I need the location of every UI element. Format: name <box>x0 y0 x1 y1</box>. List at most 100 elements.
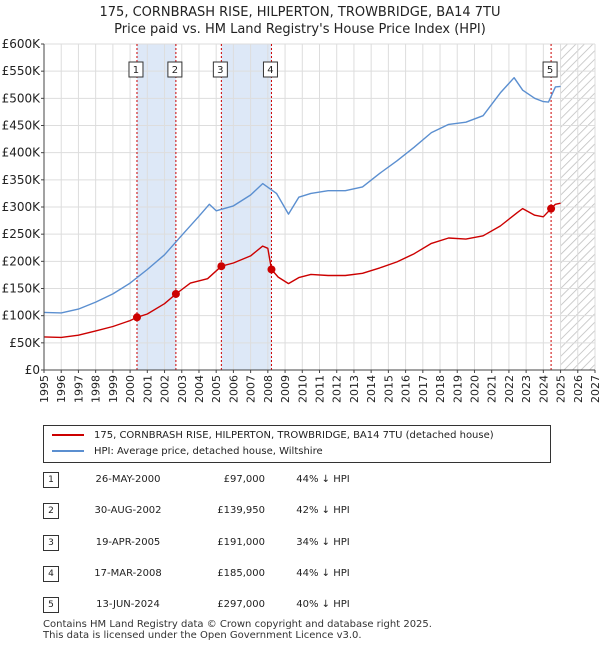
transaction-label-box <box>542 61 558 78</box>
transaction-number: 1 <box>43 472 59 488</box>
transaction-price: £191,000 <box>217 537 265 548</box>
x-tick-label: 2001 <box>141 375 154 403</box>
table-row: 4 17-MAR-2008 £185,000 44% ↓ HPI <box>43 566 443 584</box>
transaction-hpi-diff: 40% ↓ HPI <box>296 599 350 610</box>
x-tick-label: 2025 <box>555 375 568 403</box>
transaction-number: 3 <box>43 535 59 551</box>
y-tick-label: £150K <box>2 282 42 296</box>
transaction-point <box>267 265 276 274</box>
x-tick-label: 2002 <box>159 375 172 403</box>
transaction-date: 30-AUG-2002 <box>94 505 162 516</box>
y-tick-label: £550K <box>2 64 42 78</box>
x-tick-label: 2015 <box>382 375 395 403</box>
transaction-label-number: 2 <box>172 65 178 76</box>
y-tick-label: £500K <box>2 91 42 105</box>
transaction-point <box>171 289 180 298</box>
x-tick-label: 2004 <box>193 375 206 403</box>
x-tick-label: 2017 <box>417 375 430 403</box>
y-tick-label: £350K <box>2 173 42 187</box>
x-tick-label: 1996 <box>55 375 68 403</box>
footer-licence: This data is licensed under the Open Gov… <box>43 630 362 641</box>
x-tick-label: 2020 <box>468 375 481 403</box>
legend-label-hpi: HPI: Average price, detached house, Wilt… <box>94 446 323 457</box>
x-tick-label: 2010 <box>296 375 309 403</box>
x-tick-label: 1999 <box>107 375 120 403</box>
x-tick-label: 2013 <box>348 375 361 403</box>
x-tick-label: 2027 <box>589 375 600 403</box>
x-tick-label: 2016 <box>400 375 413 403</box>
table-row: 5 13-JUN-2024 £297,000 40% ↓ HPI <box>43 597 443 615</box>
transaction-label-box <box>167 61 183 78</box>
y-tick-label: £600K <box>2 37 42 51</box>
transaction-date: 13-JUN-2024 <box>96 599 160 610</box>
x-tick-label: 2009 <box>279 375 292 403</box>
table-row: 1 26-MAY-2000 £97,000 44% ↓ HPI <box>43 472 443 490</box>
transaction-label-box <box>262 61 278 78</box>
transaction-hpi-diff: 34% ↓ HPI <box>296 537 350 548</box>
transaction-price: £185,000 <box>217 568 265 579</box>
transaction-label-number: 4 <box>267 65 273 76</box>
chart-title: 175, CORNBRASH RISE, HILPERTON, TROWBRID… <box>99 5 501 20</box>
y-tick-label: £450K <box>2 119 42 133</box>
transaction-point <box>132 313 141 322</box>
y-tick-label: £0 <box>25 363 40 377</box>
x-tick-label: 1998 <box>90 375 103 403</box>
y-tick-label: £250K <box>2 227 42 241</box>
price-chart: 1 2 3 4 5 £0 £50K £100K £150K £200K £250K £300K £350… <box>2 37 600 403</box>
transaction-date: 17-MAR-2008 <box>94 568 162 579</box>
x-tick-label: 2008 <box>262 375 275 403</box>
legend-item-hpi: HPI: Average price, detached house, Wilt… <box>52 444 323 460</box>
x-tick-label: 2021 <box>486 375 499 403</box>
x-tick-label: 2024 <box>537 375 550 403</box>
hpi-line <box>43 77 561 314</box>
transaction-date: 19-APR-2005 <box>95 537 161 548</box>
x-tick-label: 2019 <box>451 375 464 403</box>
legend-item-property: 175, CORNBRASH RISE, HILPERTON, TROWBRID… <box>52 428 494 444</box>
x-tick-label: 2023 <box>520 375 533 403</box>
transaction-number: 5 <box>43 597 59 613</box>
transaction-label-number: 5 <box>547 65 553 76</box>
transaction-label-box <box>212 61 228 78</box>
table-row: 3 19-APR-2005 £191,000 34% ↓ HPI <box>43 535 443 553</box>
transaction-number: 2 <box>43 503 59 519</box>
transaction-price: £297,000 <box>217 599 265 610</box>
legend-swatch-hpi <box>52 450 84 452</box>
x-tick-label: 2012 <box>331 375 344 403</box>
transaction-label-number: 1 <box>133 65 139 76</box>
footer-notice: Contains HM Land Registry data © Crown c… <box>43 619 432 641</box>
legend-swatch-property <box>52 434 84 436</box>
transaction-hpi-diff: 44% ↓ HPI <box>296 568 350 579</box>
transaction-label-box <box>128 61 144 78</box>
transaction-hpi-diff: 44% ↓ HPI <box>296 474 350 485</box>
property-price-line <box>43 202 561 339</box>
y-tick-label: £50K <box>9 336 41 350</box>
x-tick-label: 2005 <box>210 375 223 403</box>
transaction-point <box>547 204 556 213</box>
x-tick-label: 2014 <box>365 375 378 403</box>
y-tick-label: £400K <box>2 146 42 160</box>
y-tick-label: £200K <box>2 254 42 268</box>
x-tick-label: 2018 <box>434 375 447 403</box>
table-row: 2 30-AUG-2002 £139,950 42% ↓ HPI <box>43 503 443 521</box>
chart-title-block: 175, CORNBRASH RISE, HILPERTON, TROWBRID… <box>0 4 600 38</box>
x-tick-label: 2022 <box>503 375 516 403</box>
transaction-price: £97,000 <box>223 474 265 485</box>
x-tick-label: 2000 <box>124 375 137 403</box>
transaction-hpi-diff: 42% ↓ HPI <box>296 505 350 516</box>
x-tick-label: 2003 <box>176 375 189 403</box>
legend-label-property: 175, CORNBRASH RISE, HILPERTON, TROWBRID… <box>94 430 494 441</box>
transaction-price: £139,950 <box>217 505 265 516</box>
x-tick-label: 2006 <box>227 375 240 403</box>
transaction-date: 26-MAY-2000 <box>95 474 161 485</box>
chart-legend: 175, CORNBRASH RISE, HILPERTON, TROWBRID… <box>43 425 551 463</box>
footer-copyright: Contains HM Land Registry data © Crown c… <box>43 619 432 630</box>
transaction-number: 4 <box>43 566 59 582</box>
x-tick-label: 2026 <box>572 375 585 403</box>
transaction-point <box>217 262 226 271</box>
y-tick-label: £100K <box>2 309 42 323</box>
chart-subtitle: Price paid vs. HM Land Registry's House … <box>114 22 486 37</box>
x-tick-label: 1995 <box>38 375 51 403</box>
y-tick-label: £300K <box>2 200 42 214</box>
x-tick-label: 1997 <box>72 375 85 403</box>
x-tick-label: 2011 <box>314 375 327 403</box>
